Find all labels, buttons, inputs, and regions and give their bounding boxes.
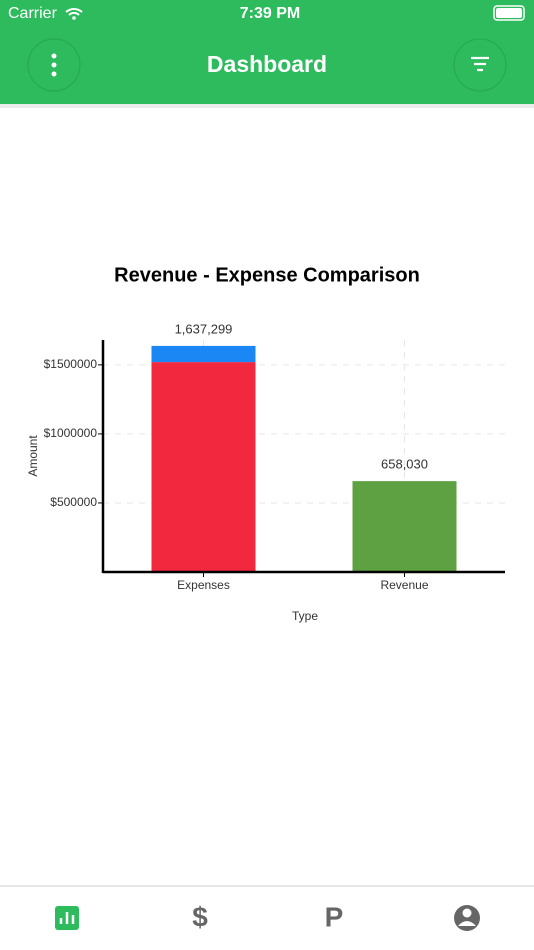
tab-p[interactable]: P xyxy=(325,901,344,932)
app-bar-shadow xyxy=(0,104,534,108)
x-axis-label: Type xyxy=(292,609,318,623)
carrier: Carrier xyxy=(8,5,58,22)
profile-body xyxy=(458,921,476,926)
x-tick-label: Expenses xyxy=(177,578,230,592)
wifi-dot xyxy=(72,16,76,20)
x-tick-label: Revenue xyxy=(380,578,428,592)
header-title: Dashboard xyxy=(207,51,327,77)
wifi-icon xyxy=(65,8,83,16)
plot: $500000 $1000000 $1500000 1,637,299 Expenses… xyxy=(44,321,505,592)
chart-icon xyxy=(59,912,75,924)
battery-level xyxy=(496,8,522,18)
bar-segment xyxy=(151,362,256,572)
y-tick-label: $1500000 xyxy=(44,357,98,371)
time: 7:39 PM xyxy=(240,5,300,22)
profile-head xyxy=(462,908,472,918)
y-tick-label: $500000 xyxy=(50,495,97,509)
tab-dollar[interactable]: $ xyxy=(192,901,208,932)
total-label: 658,030 xyxy=(381,457,428,472)
y-axis-label: Amount xyxy=(26,435,40,477)
bar-segment xyxy=(151,345,256,363)
bar-segment xyxy=(352,481,457,572)
dot xyxy=(51,71,57,77)
dot xyxy=(51,53,57,59)
total-label: 1,637,299 xyxy=(175,321,233,336)
app-bar-bg xyxy=(0,0,534,104)
chart-title: Revenue - Expense Comparison xyxy=(114,264,420,286)
battery xyxy=(493,5,525,21)
y-tick-label: $1000000 xyxy=(44,426,98,440)
dot xyxy=(51,62,57,68)
filter-icon xyxy=(471,56,489,72)
